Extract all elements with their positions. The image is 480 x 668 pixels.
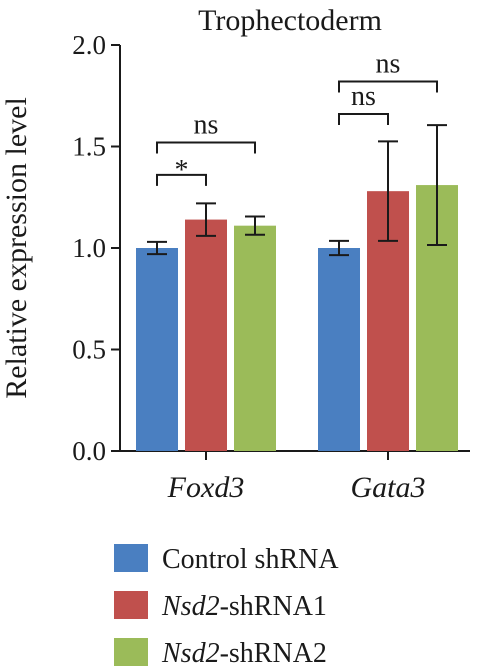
bar-foxd3-series-2 xyxy=(185,219,227,451)
legend-label: Control shRNA xyxy=(162,544,339,575)
x-category-label: Gata3 xyxy=(351,471,426,504)
x-category-label: Foxd3 xyxy=(167,471,245,504)
significance-label: * xyxy=(175,155,189,186)
significance-bracket xyxy=(338,113,389,126)
y-tick-label: 0.0 xyxy=(72,436,106,466)
legend: Control shRNA Nsd2-shRNA1 Nsd2-shRNA2 xyxy=(114,544,339,668)
legend-label: Nsd2-shRNA2 xyxy=(161,638,327,668)
significance-label: ns xyxy=(351,81,376,112)
significance-bracket xyxy=(156,173,207,186)
legend-swatch xyxy=(114,544,148,572)
significance-label: ns xyxy=(376,49,401,80)
y-tick-label: 0.5 xyxy=(72,335,106,365)
significance-bracket xyxy=(156,141,256,154)
y-tick-label: 1.5 xyxy=(72,132,106,162)
bar-foxd3-series-3 xyxy=(234,225,276,451)
legend-label: Nsd2-shRNA1 xyxy=(161,591,327,622)
chart-title: Trophectoderm xyxy=(198,4,382,37)
bar-foxd3-series-1 xyxy=(136,248,178,451)
legend-swatch xyxy=(114,591,148,619)
legend-swatch xyxy=(114,638,148,666)
significance-bracket xyxy=(338,80,438,93)
y-tick-label: 1.0 xyxy=(72,233,106,263)
significance-label: ns xyxy=(194,109,219,140)
bar-gata3-series-1 xyxy=(318,248,360,451)
y-axis-title: Relative expression level xyxy=(0,97,33,399)
y-tick-label: 2.0 xyxy=(72,30,106,60)
